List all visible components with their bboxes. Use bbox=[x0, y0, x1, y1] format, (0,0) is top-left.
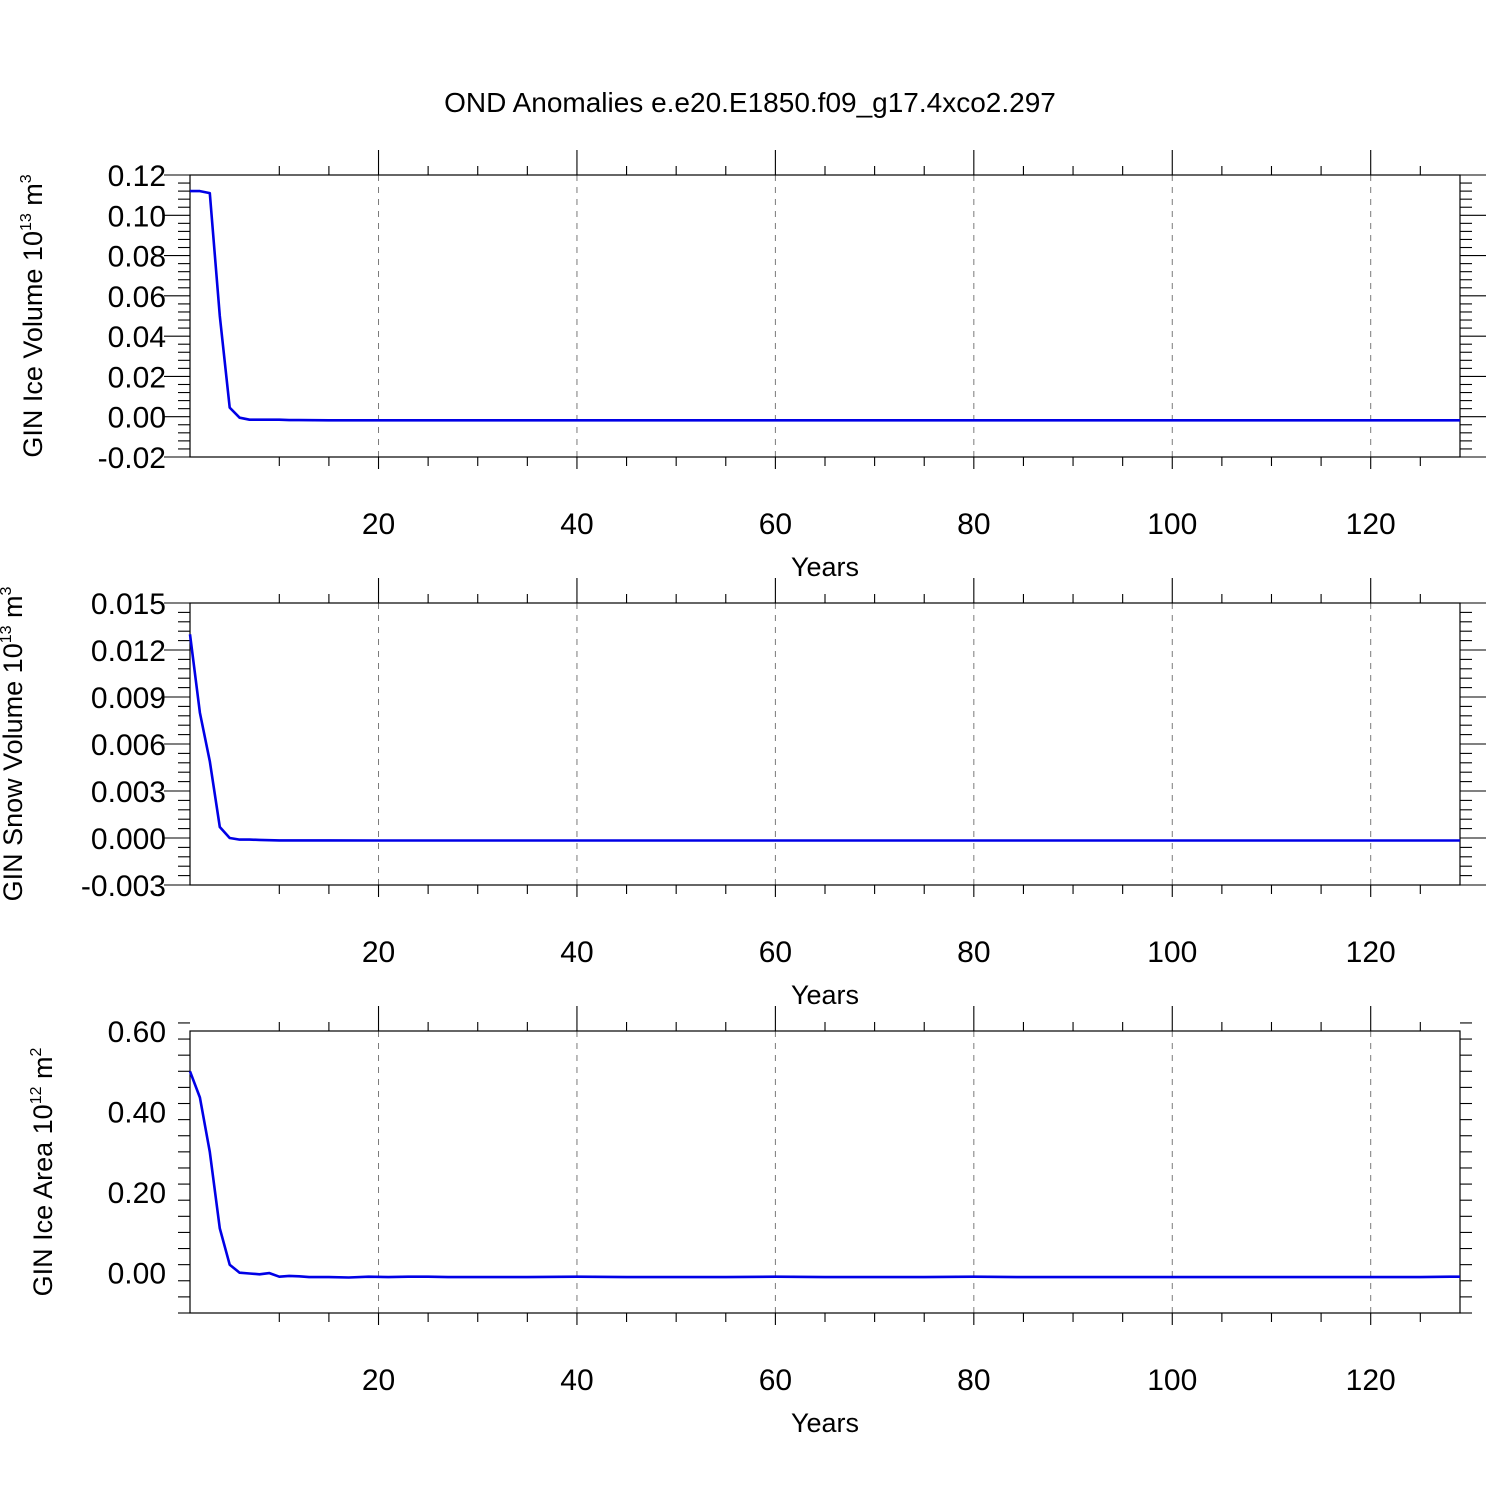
y-tick-label: 0.003 bbox=[91, 776, 166, 809]
y-tick-label: 0.02 bbox=[108, 361, 166, 394]
x-tick-label: 100 bbox=[1147, 1364, 1197, 1397]
x-tick-label: 100 bbox=[1147, 936, 1197, 969]
y-tick-label: 0.06 bbox=[108, 281, 166, 314]
x-tick-label: 120 bbox=[1346, 1364, 1396, 1397]
plot-frame bbox=[189, 174, 1461, 458]
x-tick-label: 20 bbox=[362, 936, 395, 969]
x-tick-label: 80 bbox=[957, 508, 990, 541]
y-axis-label-unit-exponent: 2 bbox=[28, 1048, 45, 1057]
y-tick-label: 0.006 bbox=[91, 729, 166, 762]
x-axis-label: Years bbox=[791, 980, 859, 1010]
x-tick-label: 40 bbox=[560, 936, 593, 969]
x-tick-label: 40 bbox=[560, 508, 593, 541]
y-tick-label: 0.012 bbox=[91, 635, 166, 668]
y-axis-label-unit-exponent: 3 bbox=[18, 174, 35, 183]
y-axis-label-unit-exponent: 3 bbox=[0, 586, 15, 595]
x-tick-label: 80 bbox=[957, 936, 990, 969]
y-tick-label: 0.10 bbox=[108, 200, 166, 233]
y-axis-label-unit: m bbox=[18, 183, 48, 213]
y-tick-label: 0.60 bbox=[108, 1016, 166, 1049]
y-axis-label-main: GIN Ice Area 10 bbox=[28, 1104, 58, 1296]
y-axis-label: GIN Ice Area 1012 m2 bbox=[28, 1048, 58, 1297]
y-axis-label-exponent: 13 bbox=[18, 213, 35, 231]
y-tick-label: 0.000 bbox=[91, 823, 166, 856]
plot-frame bbox=[189, 1030, 1461, 1314]
y-axis-label-exponent: 13 bbox=[0, 625, 15, 643]
y-tick-label: 0.08 bbox=[108, 241, 166, 274]
x-tick-label: 40 bbox=[560, 1364, 593, 1397]
series-line-1 bbox=[190, 189, 1460, 422]
y-axis-label-exponent: 12 bbox=[28, 1086, 45, 1104]
y-tick-label: 0.015 bbox=[91, 588, 166, 621]
y-axis-label-main: GIN Snow Volume 10 bbox=[0, 643, 28, 901]
y-axis-label-unit: m bbox=[0, 595, 28, 625]
x-axis-label: Years bbox=[791, 1408, 859, 1438]
x-tick-label: 120 bbox=[1346, 508, 1396, 541]
y-tick-label: -0.003 bbox=[81, 870, 166, 903]
x-tick-label: 120 bbox=[1346, 936, 1396, 969]
y-axis-label-unit: m bbox=[28, 1057, 58, 1087]
y-tick-label: 0.20 bbox=[108, 1177, 166, 1210]
y-tick-label: 0.00 bbox=[108, 402, 166, 435]
series-line-1 bbox=[188, 634, 1460, 842]
plot-frame bbox=[189, 602, 1461, 886]
series-line-1 bbox=[188, 1070, 1460, 1279]
panel-2: 20 40 60 80 100 120 -0.003 0.000 0.003 0.006 0.009… bbox=[0, 578, 1486, 1010]
x-tick-label: 60 bbox=[759, 936, 792, 969]
panel-1: 20 40 60 80 100 120 -0.02 0.00 0.02 0.04 0.06 0.08 0… bbox=[18, 150, 1486, 582]
y-axis-label-main: GIN Ice Volume 10 bbox=[18, 231, 48, 458]
y-axis-label: GIN Ice Volume 1013 m3 bbox=[18, 174, 48, 457]
x-tick-label: 100 bbox=[1147, 508, 1197, 541]
y-tick-label: 0.009 bbox=[91, 682, 166, 715]
y-tick-label: 0.04 bbox=[108, 321, 166, 354]
figure-title: OND Anomalies e.e20.E1850.f09_g17.4xco2.… bbox=[444, 87, 1056, 118]
x-tick-label: 20 bbox=[362, 1364, 395, 1397]
x-tick-label: 80 bbox=[957, 1364, 990, 1397]
x-axis-label: Years bbox=[791, 552, 859, 582]
y-tick-label: -0.02 bbox=[98, 442, 166, 475]
panel-3: 20 40 60 80 100 120 0.00 0.20 0.40 0.60 Years GIN I… bbox=[28, 1006, 1472, 1438]
y-tick-label: 0.12 bbox=[108, 160, 166, 193]
y-tick-label: 0.40 bbox=[108, 1097, 166, 1130]
y-axis-label: GIN Snow Volume 1013 m3 bbox=[0, 586, 28, 901]
x-tick-label: 20 bbox=[362, 508, 395, 541]
x-tick-label: 60 bbox=[759, 508, 792, 541]
y-tick-label: 0.00 bbox=[108, 1258, 166, 1291]
x-tick-label: 60 bbox=[759, 1364, 792, 1397]
